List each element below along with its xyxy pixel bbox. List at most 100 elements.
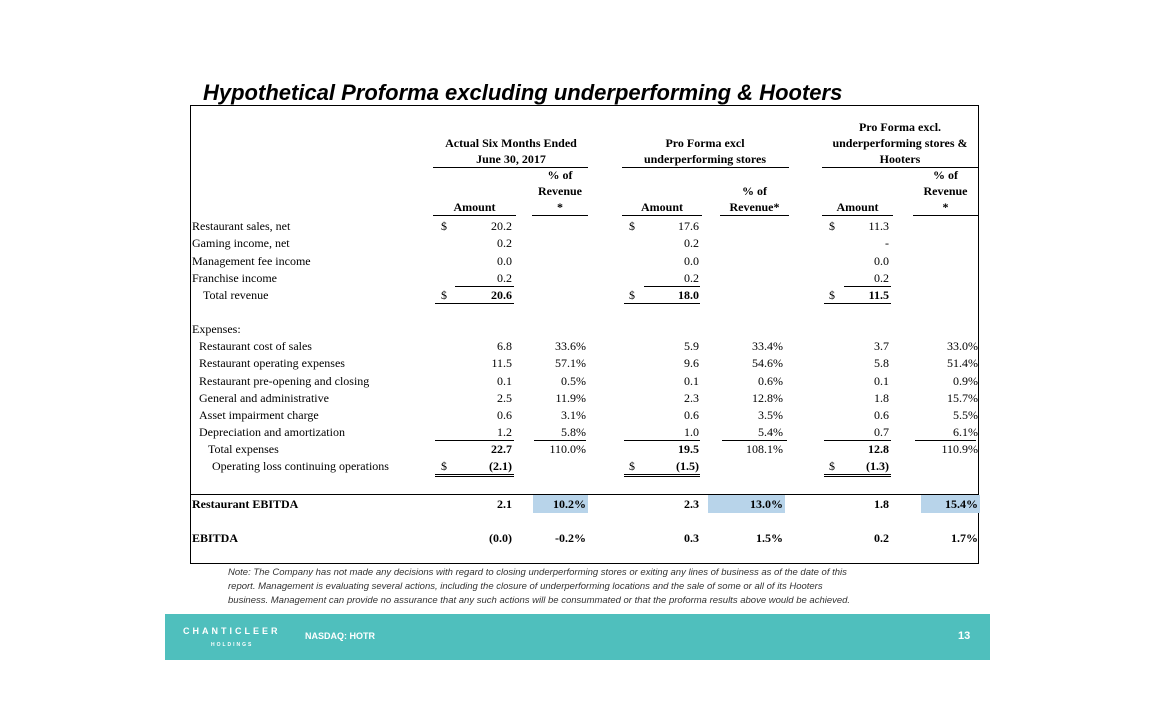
group-header: Pro Forma excl. xyxy=(858,120,942,134)
amount: 22.7 xyxy=(491,442,512,456)
percent: 15.7% xyxy=(947,391,978,405)
percent: 0.5% xyxy=(561,374,586,388)
percent: 5.4% xyxy=(758,425,783,439)
row-label: EBITDA xyxy=(192,531,239,545)
ticker: NASDAQ: HOTR xyxy=(305,631,375,641)
amount: 5.8 xyxy=(874,356,889,370)
amount: 0.2 xyxy=(684,236,699,250)
amount: 3.7 xyxy=(874,339,889,353)
amount: 0.0 xyxy=(684,254,699,268)
rule xyxy=(455,286,514,287)
amount: 12.8 xyxy=(868,442,889,456)
amount: 20.6 xyxy=(491,288,512,302)
rule xyxy=(720,215,789,216)
rule xyxy=(822,215,893,216)
logo: CHANTICLEER xyxy=(183,626,281,636)
rule xyxy=(532,215,588,216)
group-header: underperforming stores xyxy=(643,152,767,166)
percent: 5.5% xyxy=(953,408,978,422)
amount: 2.3 xyxy=(684,497,699,511)
rule xyxy=(624,440,700,441)
amount: 0.2 xyxy=(497,271,512,285)
amount: 5.9 xyxy=(684,339,699,353)
percent: 11.9% xyxy=(555,391,586,405)
percent: 57.1% xyxy=(555,356,586,370)
row-label: Restaurant cost of sales xyxy=(199,339,312,353)
currency: $ xyxy=(829,459,835,473)
rule xyxy=(644,286,700,287)
amount: 0.2 xyxy=(497,236,512,250)
rule xyxy=(913,215,978,216)
group-header: June 30, 2017 xyxy=(476,152,546,166)
amount: 18.0 xyxy=(678,288,699,302)
percent: 110.9% xyxy=(941,442,978,456)
note: Note: The Company has not made any decis… xyxy=(228,567,847,578)
row-label: Restaurant sales, net xyxy=(192,219,291,233)
amount: 1.8 xyxy=(874,391,889,405)
amount: 11.3 xyxy=(868,219,889,233)
row-label: Restaurant operating expenses xyxy=(199,356,345,370)
amount: 0.1 xyxy=(497,374,512,388)
amount: 2.3 xyxy=(684,391,699,405)
rule xyxy=(915,440,976,441)
amount: 11.5 xyxy=(868,288,889,302)
percent: 54.6% xyxy=(752,356,783,370)
amount: (1.5) xyxy=(676,459,699,473)
currency: $ xyxy=(441,459,447,473)
row-label: Total expenses xyxy=(208,442,279,456)
amount: 0.2 xyxy=(874,531,889,545)
rule xyxy=(433,215,516,216)
percent: 51.4% xyxy=(947,356,978,370)
amount: 1.2 xyxy=(497,425,512,439)
currency: $ xyxy=(629,219,635,233)
table-frame xyxy=(190,105,979,564)
rule xyxy=(624,474,700,475)
title: Hypothetical Proforma excluding underper… xyxy=(203,80,843,105)
amount: 0.0 xyxy=(874,254,889,268)
row-label: Asset impairment charge xyxy=(199,408,319,422)
row-label: Operating loss continuing operations xyxy=(212,459,389,473)
rule xyxy=(822,167,978,168)
percent: 3.1% xyxy=(561,408,586,422)
amount: 0.6 xyxy=(874,408,889,422)
amount: 19.5 xyxy=(678,442,699,456)
percent: 13.0% xyxy=(750,497,783,511)
amount: 2.5 xyxy=(497,391,512,405)
percent: 3.5% xyxy=(758,408,783,422)
column-header: % of xyxy=(547,168,573,182)
percent: -0.2% xyxy=(555,531,586,545)
amount: 2.1 xyxy=(497,497,512,511)
amount: 0.6 xyxy=(684,408,699,422)
amount: 1.0 xyxy=(684,425,699,439)
currency: $ xyxy=(441,288,447,302)
rule xyxy=(433,167,588,168)
amount: - xyxy=(885,236,889,250)
percent: 33.0% xyxy=(947,339,978,353)
row-label: Franchise income xyxy=(192,271,277,285)
currency: $ xyxy=(629,288,635,302)
column-header: * xyxy=(942,200,949,214)
percent: 0.9% xyxy=(953,374,978,388)
logo-sub: HOLDINGS xyxy=(211,642,254,648)
amount: 0.7 xyxy=(874,425,889,439)
rule xyxy=(824,476,891,477)
column-header: Amount xyxy=(453,200,496,214)
currency: $ xyxy=(829,219,835,233)
rule xyxy=(622,167,789,168)
rule xyxy=(435,303,514,304)
rule xyxy=(624,303,700,304)
rule xyxy=(824,303,891,304)
column-header: % of xyxy=(742,184,767,198)
amount: 11.5 xyxy=(491,356,512,370)
group-header: Actual Six Months Ended xyxy=(445,136,577,150)
column-header: Amount xyxy=(836,200,879,214)
currency: $ xyxy=(829,288,835,302)
amount: 9.6 xyxy=(684,356,699,370)
percent: 110.0% xyxy=(549,442,586,456)
footer-bar: CHANTICLEER HOLDINGS NASDAQ: HOTR 13 xyxy=(165,614,990,660)
rule xyxy=(190,494,978,495)
amount: 17.6 xyxy=(678,219,699,233)
column-header: Revenue xyxy=(923,184,968,198)
rule xyxy=(622,215,702,216)
amount: 0.0 xyxy=(497,254,512,268)
